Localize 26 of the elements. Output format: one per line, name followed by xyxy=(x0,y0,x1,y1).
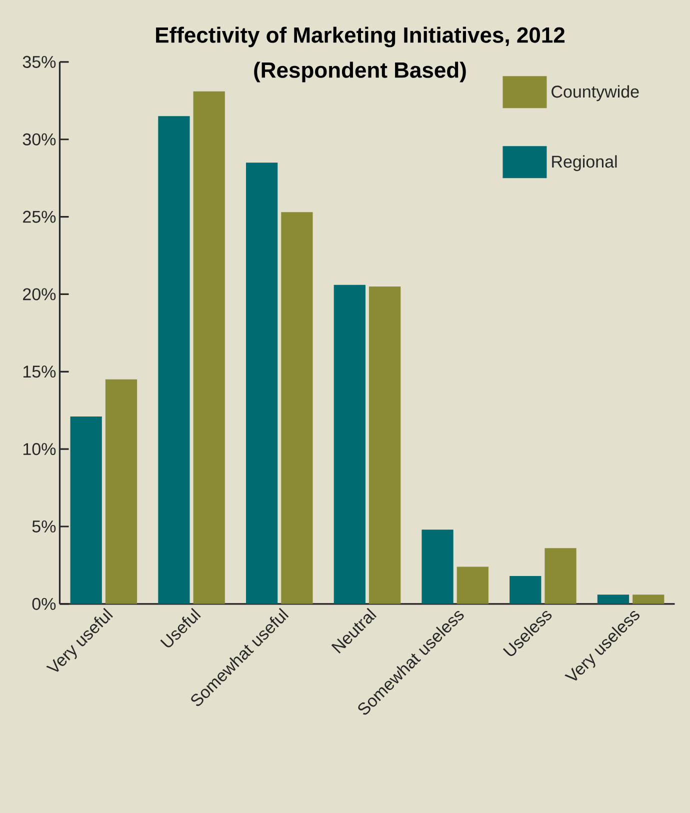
bar xyxy=(334,284,366,604)
bar xyxy=(70,416,102,604)
y-tick-label: 10% xyxy=(23,443,56,456)
bar xyxy=(456,566,488,604)
legend-label: Countywide xyxy=(552,85,639,102)
bar xyxy=(105,379,138,604)
y-tick-label: 20% xyxy=(23,288,56,300)
legend-label: Regional xyxy=(552,155,617,172)
bar xyxy=(246,162,278,604)
chart-title: Effectivity of Marketing Initiatives, 2012 xyxy=(156,26,565,48)
y-tick-label: 5% xyxy=(32,520,56,532)
y-tick-label: 25% xyxy=(23,210,56,223)
bar xyxy=(422,530,454,604)
y-tick-label: 15% xyxy=(23,366,56,378)
bar xyxy=(193,91,225,604)
bar xyxy=(632,594,664,604)
bar xyxy=(597,594,630,604)
y-tick-label: 0% xyxy=(32,598,56,610)
bar xyxy=(368,286,401,604)
y-tick-label: 30% xyxy=(22,133,56,146)
chart-subtitle: (Respondent Based) xyxy=(254,62,466,82)
bar xyxy=(510,576,542,604)
bar xyxy=(544,548,576,604)
y-tick-label: 35% xyxy=(22,56,56,68)
bar xyxy=(281,212,313,604)
bar xyxy=(158,116,190,604)
